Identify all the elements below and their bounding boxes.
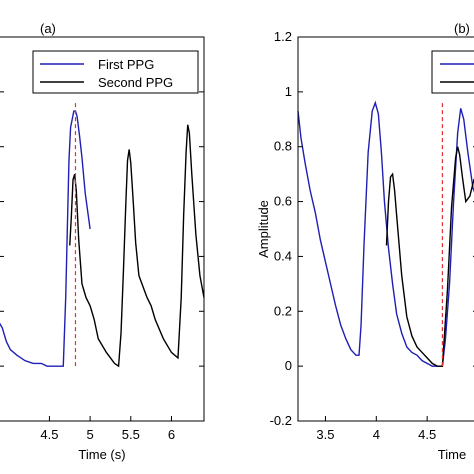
panel-b-y-tick-label: 0.6: [274, 194, 292, 209]
panel-a-legend-box: [32, 50, 199, 94]
panel-a-legend-second: Second PPG: [98, 75, 173, 90]
panel-b-y-tick-label: 0.8: [274, 139, 292, 154]
panel-b-y-tick-label: 1.2: [274, 29, 292, 44]
panel-b-y-axis-label: Amplitude: [256, 200, 271, 258]
panel-b-x-axis-label: Time: [438, 447, 466, 462]
panel-a-x-tick-label: 4.5: [40, 427, 58, 442]
panel-a-x-tick-label: 5.5: [122, 427, 140, 442]
panel-b-legend: [431, 50, 474, 94]
panel-b-label: (b): [454, 21, 470, 36]
panel-a-x-axis-label: Time (s): [78, 447, 125, 462]
panel-a-y-ticks: [0, 91, 204, 367]
panel-b-y-tick-label: 0: [285, 358, 292, 373]
panel-b-series-second-line: [385, 146, 474, 367]
panel-b-marks: [297, 100, 474, 367]
panel-b-x-tick-label: 3.5: [316, 427, 334, 442]
panel-b-x-tick-label: 4: [373, 427, 380, 442]
panel-b-x-tick-label: 4.5: [418, 427, 436, 442]
panel-a-frame: [0, 36, 205, 422]
panel-b-y-tick-label: -0.2: [270, 413, 292, 428]
panel-a-x-ticks: 4.5 5 5.5 6: [40, 416, 175, 442]
panel-a-x-tick-label: 6: [168, 427, 175, 442]
panel-a-x-tick-label: 5: [86, 427, 93, 442]
panel-b-y-ticks: -0.2 0 0.2 0.4 0.6 0.8 1 1.2: [270, 29, 474, 428]
panel-b-y-tick-label: 0.2: [274, 303, 292, 318]
panel-b: (b) 3.5 4 4.5 -0.2 0 0.2 0.4 0.6 0.8 1 1.2 Time A…: [256, 21, 474, 462]
panel-a-marks: [0, 100, 205, 368]
panel-a-series-first-line: [0, 110, 91, 367]
panel-b-y-tick-label: 0.4: [274, 248, 292, 263]
panel-b-y-tick-label: 1: [285, 84, 292, 99]
panel-b-legend-box: [431, 50, 474, 94]
panel-a-label: (a): [40, 21, 56, 36]
panel-b-x-ticks: 3.5 4 4.5: [316, 416, 436, 442]
panel-b-frame: [297, 36, 474, 422]
panel-a-legend: First PPG Second PPG: [32, 50, 199, 94]
panel-a-series-second-line: [69, 124, 205, 368]
panel-a-legend-first: First PPG: [98, 57, 154, 72]
panel-b-series-first-line: [297, 100, 474, 367]
panel-a: (a) 4.5 5 5.5 6 Time (s) First PPG Second P…: [0, 21, 205, 462]
